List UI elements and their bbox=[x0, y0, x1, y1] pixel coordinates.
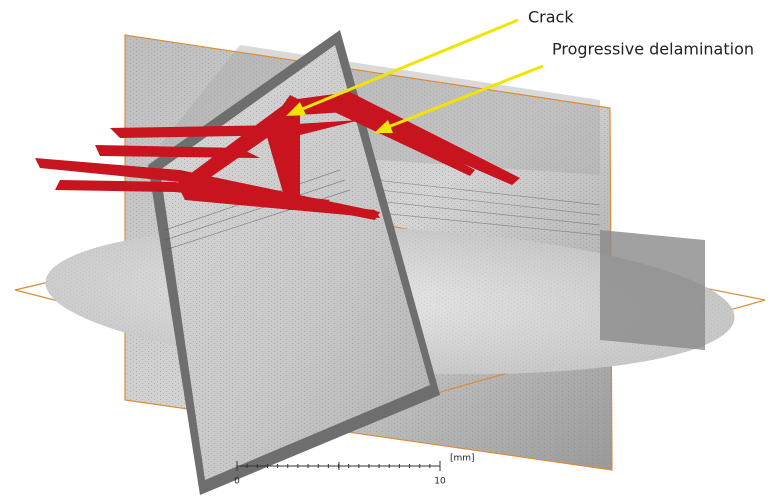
scale-bar-start: 0 bbox=[234, 477, 240, 487]
annotation-label: Crack bbox=[528, 8, 574, 27]
ct-scan-figure: Crack Progressive delamination 0 10 [mm] bbox=[0, 0, 781, 502]
scale-bar-unit: [mm] bbox=[450, 454, 475, 464]
scale-bar-end: 10 bbox=[434, 477, 446, 487]
annotation-label: Progressive delamination bbox=[552, 40, 754, 59]
page: Crack Progressive delamination 0 10 [mm]… bbox=[0, 0, 781, 502]
